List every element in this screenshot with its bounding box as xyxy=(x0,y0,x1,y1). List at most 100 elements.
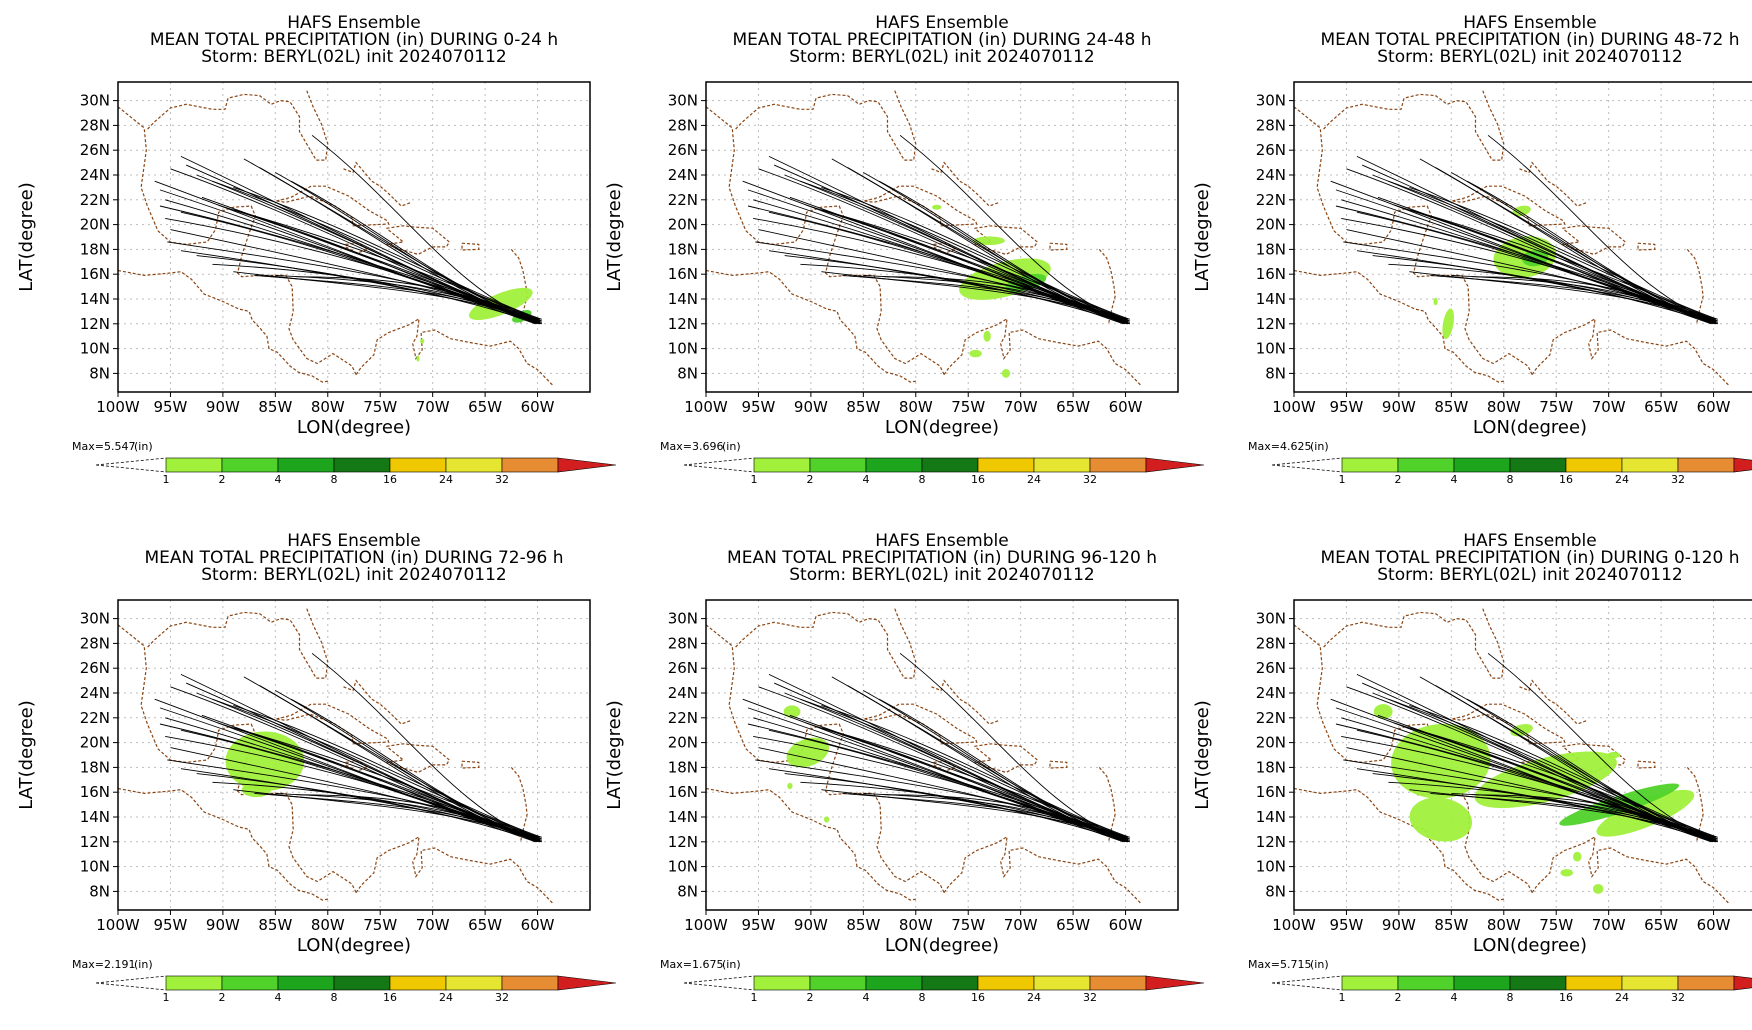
coastline xyxy=(461,242,480,251)
ensemble-track xyxy=(768,211,1130,323)
y-tick-label: 16N xyxy=(668,265,698,283)
y-tick-label: 28N xyxy=(668,634,698,652)
ensemble-track xyxy=(180,729,542,841)
ensemble-track xyxy=(805,722,1126,840)
y-tick-label: 22N xyxy=(80,709,110,727)
colorbar-level-label: 8 xyxy=(1507,473,1514,486)
precip-area xyxy=(932,204,942,210)
colorbar-level-label: 4 xyxy=(1451,473,1458,486)
y-tick-label: 24N xyxy=(1256,684,1286,702)
precip-area xyxy=(1607,751,1621,759)
map-area xyxy=(706,600,1178,910)
panel-title: HAFS Ensemble xyxy=(875,531,1008,551)
colorbar-box xyxy=(1677,457,1735,473)
y-tick-label: 30N xyxy=(668,92,698,110)
x-tick-label: 80W xyxy=(1487,398,1521,416)
colorbar-unit: (in) xyxy=(1310,958,1329,971)
colorbar-level-label: 4 xyxy=(275,991,282,1004)
x-tick-label: 70W xyxy=(1592,398,1626,416)
coastline xyxy=(864,703,978,745)
ensemble-track xyxy=(217,722,538,840)
ensemble-track xyxy=(1335,205,1717,320)
x-tick-label: 80W xyxy=(311,398,345,416)
colorbar-box xyxy=(165,457,223,473)
x-tick-label: 85W xyxy=(846,398,880,416)
x-tick-label: 85W xyxy=(258,398,292,416)
coastline xyxy=(1098,767,1116,841)
x-axis-label: LON(degree) xyxy=(1473,417,1587,438)
coastline xyxy=(1531,835,1730,905)
x-tick-label: 65W xyxy=(1056,398,1090,416)
ensemble-track xyxy=(1372,174,1715,323)
x-tick-label: 100W xyxy=(684,916,728,934)
x-tick-label: 85W xyxy=(258,916,292,934)
precip-area xyxy=(1391,723,1491,799)
x-axis-label: LON(degree) xyxy=(885,417,999,438)
colorbar-level-label: 2 xyxy=(219,991,226,1004)
max-value-label: Max=2.191 xyxy=(72,958,135,971)
coastline xyxy=(1637,242,1656,251)
y-tick-label: 10N xyxy=(1256,340,1286,358)
x-tick-label: 95W xyxy=(153,916,187,934)
colorbar-level-label: 32 xyxy=(1083,473,1097,486)
ensemble-track xyxy=(196,773,541,843)
colorbar-level-label: 16 xyxy=(383,473,397,486)
coastline xyxy=(1294,787,1507,901)
coastline xyxy=(1321,90,1505,161)
coastline xyxy=(943,317,1142,387)
coastline xyxy=(145,90,329,161)
map-frame xyxy=(117,599,591,911)
precip-area xyxy=(1001,369,1011,378)
colorbar-box xyxy=(1089,975,1147,991)
colorbar-level-label: 16 xyxy=(971,991,985,1004)
colorbar-level-label: 1 xyxy=(163,473,170,486)
map-area xyxy=(118,82,590,392)
colorbar-level-label: 24 xyxy=(1027,473,1041,486)
ensemble-track xyxy=(1356,729,1718,841)
panel-title: HAFS Ensemble xyxy=(287,13,420,33)
colorbar-over-arrow xyxy=(557,457,617,473)
colorbar-level-label: 4 xyxy=(863,991,870,1004)
ensemble-track xyxy=(1372,255,1717,325)
ensemble-track xyxy=(878,180,1129,320)
coastline xyxy=(343,161,412,207)
y-tick-label: 24N xyxy=(80,684,110,702)
coastline xyxy=(118,269,331,383)
precip-area xyxy=(783,705,801,718)
coastline xyxy=(510,767,528,841)
y-tick-label: 22N xyxy=(668,191,698,209)
precip-area xyxy=(786,737,829,768)
colorbar-box xyxy=(277,975,335,991)
y-tick-label: 28N xyxy=(80,116,110,134)
colorbar-box xyxy=(1565,457,1623,473)
colorbar: Max=1.675(in)1 2 4 8 16 24 32 xyxy=(660,958,1205,1004)
panel-title: HAFS Ensemble xyxy=(287,531,420,551)
ensemble-track xyxy=(821,186,1130,320)
x-tick-label: 80W xyxy=(899,398,933,416)
precip-area xyxy=(969,349,982,358)
y-tick-label: 28N xyxy=(80,634,110,652)
colorbar-level-label: 32 xyxy=(495,473,509,486)
map-frame xyxy=(705,599,1179,911)
coastline xyxy=(706,106,945,375)
ensemble-track xyxy=(196,174,539,323)
y-tick-label: 20N xyxy=(668,216,698,234)
ensemble-track xyxy=(1424,732,1717,843)
ensemble-track xyxy=(1372,692,1715,841)
colorbar-box xyxy=(865,457,923,473)
colorbar-box xyxy=(1397,975,1455,991)
panel-subtitle: Storm: BERYL(02L) init 2024070112 xyxy=(1377,47,1682,67)
colorbar-box xyxy=(921,457,979,473)
colorbar-box xyxy=(1621,975,1679,991)
ensemble-track xyxy=(196,255,541,325)
x-tick-label: 60W xyxy=(1109,916,1143,934)
y-tick-label: 12N xyxy=(80,833,110,851)
coastline xyxy=(1049,242,1068,251)
colorbar-box xyxy=(921,975,979,991)
ensemble-track xyxy=(1372,773,1717,843)
coastline xyxy=(276,185,390,227)
y-tick-label: 14N xyxy=(1256,808,1286,826)
